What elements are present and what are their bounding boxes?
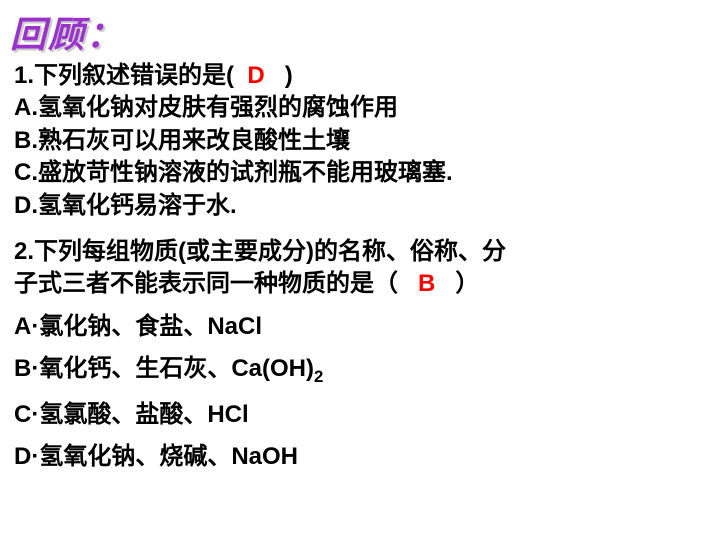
q1-stem-pre: 1.下列叙述错误的是( [14,62,234,89]
q2-option-b-subscript: 2 [314,367,323,386]
q2-stem-pre: 子式三者不能表示同一种物质的是（ [14,270,398,297]
q1-option-b: B.熟石灰可以用来改良酸性土壤 [14,125,706,157]
q2-stem-line2: 子式三者不能表示同一种物质的是（ B ） [14,268,706,300]
q1-option-d: D.氢氧化钙易溶于水. [14,190,706,222]
q2-options: A·氯化钠、食盐、NaCl B·氧化钙、生石灰、Ca(OH)2 C·氢氯酸、盐酸… [14,311,706,474]
q1-stem: 1.下列叙述错误的是( D ) [14,60,706,92]
q2-option-a: A·氯化钠、食盐、NaCl [14,311,706,343]
q2-stem-line1: 2.下列每组物质(或主要成分)的名称、俗称、分 [14,236,706,268]
q1-answer: D [241,62,278,89]
q2-answer-letter: B [418,270,435,297]
q1-answer-letter: D [247,62,264,89]
q2-stem-post: ） [455,270,479,297]
q1-option-c: C.盛放苛性钠溶液的试剂瓶不能用玻璃塞. [14,157,706,189]
question-2: 2.下列每组物质(或主要成分)的名称、俗称、分 子式三者不能表示同一种物质的是（… [14,236,706,473]
q2-answer: B [405,270,449,297]
q1-option-a: A.氢氧化钠对皮肤有强烈的腐蚀作用 [14,92,706,124]
q2-option-d: D·氢氧化钠、烧碱、NaOH [14,441,706,473]
q2-option-c: C·氢氯酸、盐酸、HCl [14,399,706,431]
content-area: 1.下列叙述错误的是( D ) A.氢氧化钠对皮肤有强烈的腐蚀作用 B.熟石灰可… [0,60,720,473]
q2-option-b: B·氧化钙、生石灰、Ca(OH)2 [14,353,706,388]
q2-option-b-text: B·氧化钙、生石灰、Ca(OH) [14,355,314,382]
q1-stem-post: ) [285,62,293,89]
question-1: 1.下列叙述错误的是( D ) A.氢氧化钠对皮肤有强烈的腐蚀作用 B.熟石灰可… [14,60,706,222]
section-title: 回顾： [0,0,720,58]
